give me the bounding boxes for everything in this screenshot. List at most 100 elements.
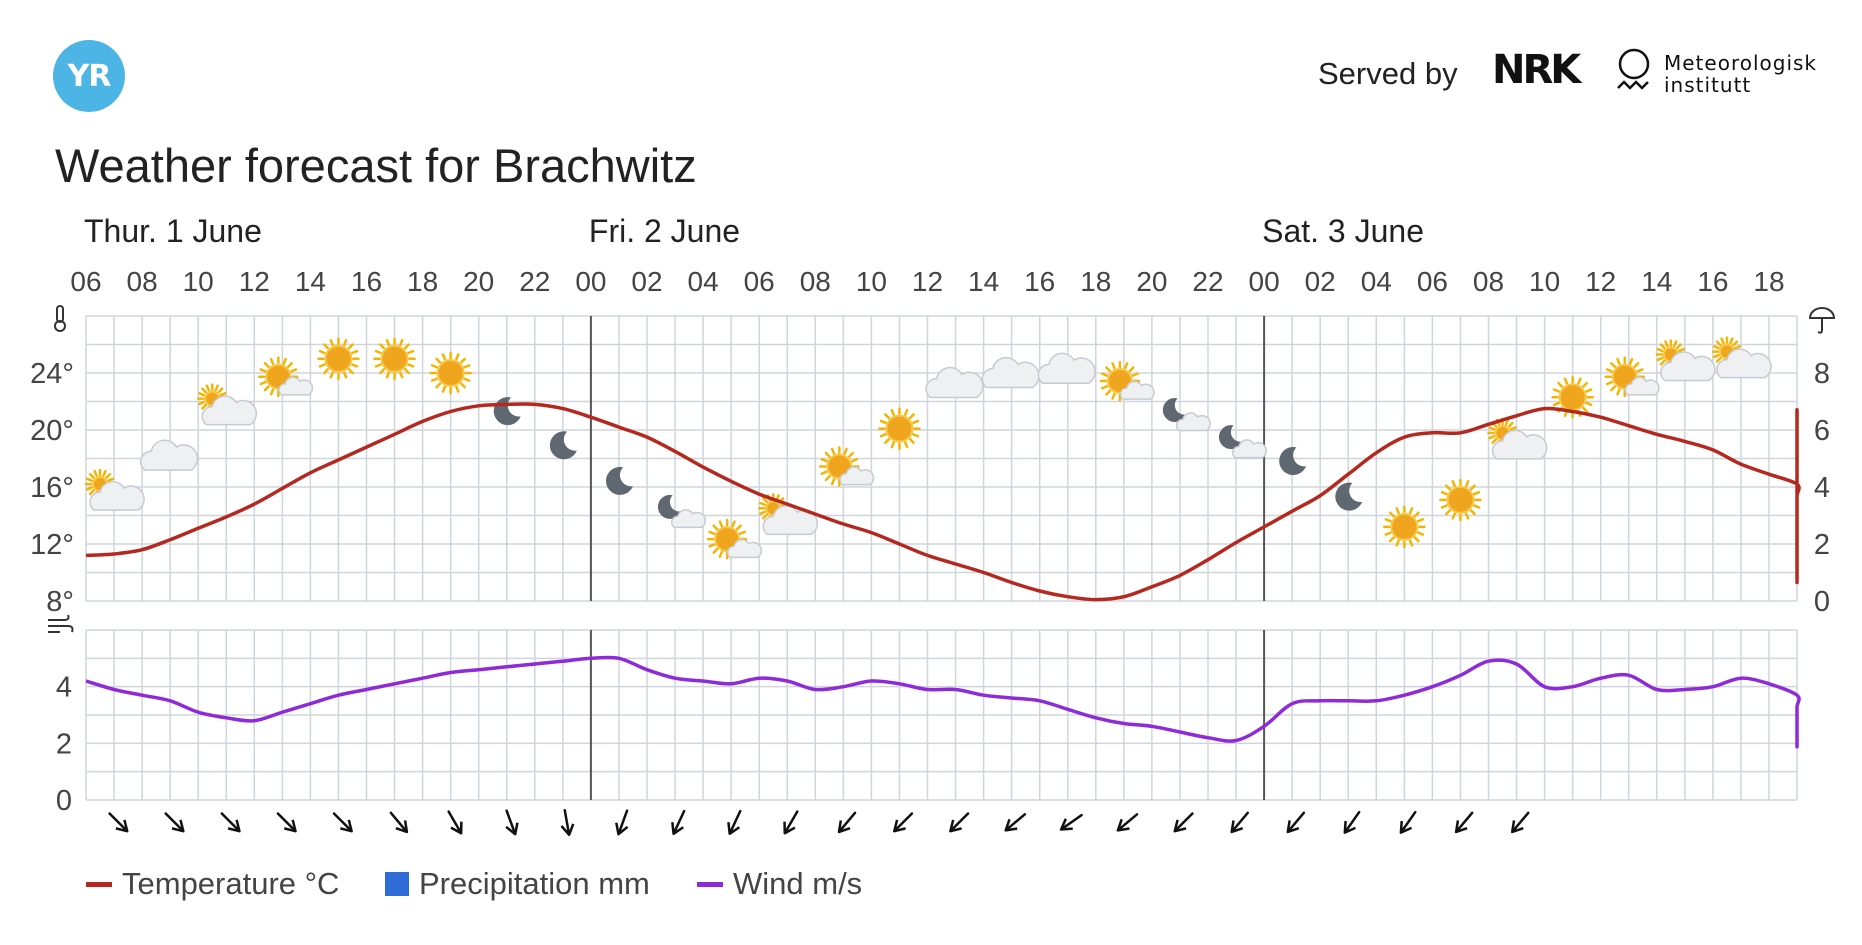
wind-direction-arrows [108, 808, 1530, 837]
precipitation-tick-label: 4 [1814, 472, 1830, 504]
hour-tick-label: 22 [519, 266, 550, 297]
fair-night-icon [1218, 425, 1267, 459]
legend-precipitation-swatch [385, 872, 409, 896]
fair-day-icon [258, 356, 314, 397]
hour-tick-label: 00 [575, 266, 606, 297]
clear-night-icon [549, 431, 577, 460]
wind-direction-arrow [1286, 811, 1306, 834]
wind-direction-arrow [949, 812, 970, 833]
chart-series [85, 402, 1801, 749]
fair-night-icon [1162, 398, 1211, 432]
partly-cloudy-day-icon [1655, 339, 1716, 382]
clear-day-icon [878, 407, 921, 450]
hour-tick-label: 02 [1305, 266, 1336, 297]
clear-night-icon [1279, 446, 1307, 475]
wind-direction-arrow [893, 812, 914, 833]
fair-day-icon [1604, 356, 1660, 397]
wind-direction-arrow [1059, 813, 1083, 831]
hour-tick-label: 10 [183, 266, 214, 297]
nrk-logo[interactable]: NRK [1492, 47, 1581, 93]
yr-logo[interactable]: YR [53, 40, 125, 112]
hour-tick-label: 08 [1473, 266, 1504, 297]
hour-tick-label: 04 [1361, 266, 1392, 297]
hour-tick-label: 06 [70, 266, 101, 297]
partly-cloudy-day-icon [1487, 417, 1548, 460]
wind-direction-arrow [1004, 813, 1027, 832]
legend-temperature-label: Temperature °C [122, 866, 340, 901]
served-by-label: Served by [1318, 56, 1458, 91]
temperature-tick-label: 16° [30, 472, 74, 504]
legend-precipitation-label: Precipitation mm [419, 866, 650, 901]
hour-tick-label: 10 [856, 266, 887, 297]
temperature-tick-label: 12° [30, 529, 74, 561]
wind-line [85, 655, 1801, 749]
wind-direction-arrow [1510, 811, 1530, 834]
day-label: Fri. 2 June [589, 213, 740, 249]
precipitation-tick-label: 0 [1814, 586, 1830, 618]
temperature-tick-label: 8° [46, 586, 74, 618]
hour-tick-label: 06 [744, 266, 775, 297]
wind-direction-arrow [1399, 810, 1417, 834]
cloudy-icon [925, 366, 984, 399]
hour-tick-label: 08 [127, 266, 158, 297]
umbrella-icon [1808, 307, 1836, 334]
fair-day-icon [819, 446, 875, 487]
partly-cloudy-day-icon [1711, 336, 1772, 379]
legend-wind-label: Wind m/s [733, 866, 863, 901]
hour-tick-label: 14 [968, 266, 999, 297]
clear-day-icon [1439, 478, 1482, 522]
page-title: Weather forecast for Brachwitz [55, 139, 697, 192]
hour-tick-label: 14 [1641, 266, 1672, 297]
clear-day-icon [1551, 375, 1594, 419]
clear-day-icon [429, 351, 472, 395]
legend-precipitation[interactable]: Precipitation mm [385, 866, 650, 902]
hour-tick-label: 16 [1697, 266, 1728, 297]
partly-cloudy-day-icon [197, 383, 257, 426]
temperature-tick-label: 24° [30, 358, 74, 390]
legend-wind[interactable]: Wind m/s [697, 866, 862, 902]
cloudy-icon [1037, 352, 1096, 384]
thermometer-icon [54, 305, 66, 332]
wind-direction-arrow [505, 809, 519, 836]
clear-day-icon [317, 337, 360, 380]
met-logo-line1: Meteorologisk [1664, 51, 1818, 75]
legend-temperature[interactable]: Temperature °C [86, 866, 339, 902]
temperature-line [85, 402, 1801, 602]
hour-tick-label: 18 [1753, 266, 1784, 297]
wind-direction-arrow [1454, 811, 1474, 834]
wind-direction-arrow [220, 812, 241, 833]
hour-tick-label: 22 [1192, 266, 1223, 297]
weather-symbols [84, 336, 1772, 560]
fair-night-icon [657, 494, 706, 529]
met-institute-logo[interactable]: Meteorologisk institutt [1664, 52, 1817, 96]
day-label: Sat. 3 June [1262, 213, 1424, 249]
hour-tick-label: 14 [295, 266, 326, 297]
wind-direction-arrow [164, 812, 185, 833]
clear-day-icon [373, 337, 416, 380]
hour-tick-label: 20 [1136, 266, 1167, 297]
hour-tick-label: 16 [1024, 266, 1055, 297]
hour-tick-label: 18 [407, 266, 438, 297]
wind-direction-arrow [615, 809, 629, 836]
wind-direction-arrow [447, 810, 463, 835]
precipitation-tick-label: 6 [1814, 415, 1830, 447]
wind-direction-arrow [1343, 810, 1361, 834]
cloudy-icon [981, 356, 1040, 389]
met-institute-icon [1617, 48, 1650, 90]
yr-logo-text: YR [67, 58, 112, 94]
hour-tick-label: 20 [463, 266, 494, 297]
wind-direction-arrow [727, 809, 742, 836]
wind-direction-arrow [783, 810, 799, 835]
wind-direction-arrow [560, 808, 575, 837]
hour-tick-label: 12 [912, 266, 943, 297]
legend-wind-swatch [697, 881, 723, 887]
hour-tick-label: 12 [1585, 266, 1616, 297]
day-label: Thur. 1 June [84, 213, 262, 249]
wind-direction-arrow [108, 812, 129, 833]
fair-day-icon [706, 518, 762, 560]
wind-direction-arrow [1116, 813, 1139, 832]
hour-tick-label: 00 [1249, 266, 1280, 297]
hour-tick-label: 16 [351, 266, 382, 297]
hour-tick-label: 06 [1417, 266, 1448, 297]
partly-cloudy-day-icon [84, 468, 145, 511]
